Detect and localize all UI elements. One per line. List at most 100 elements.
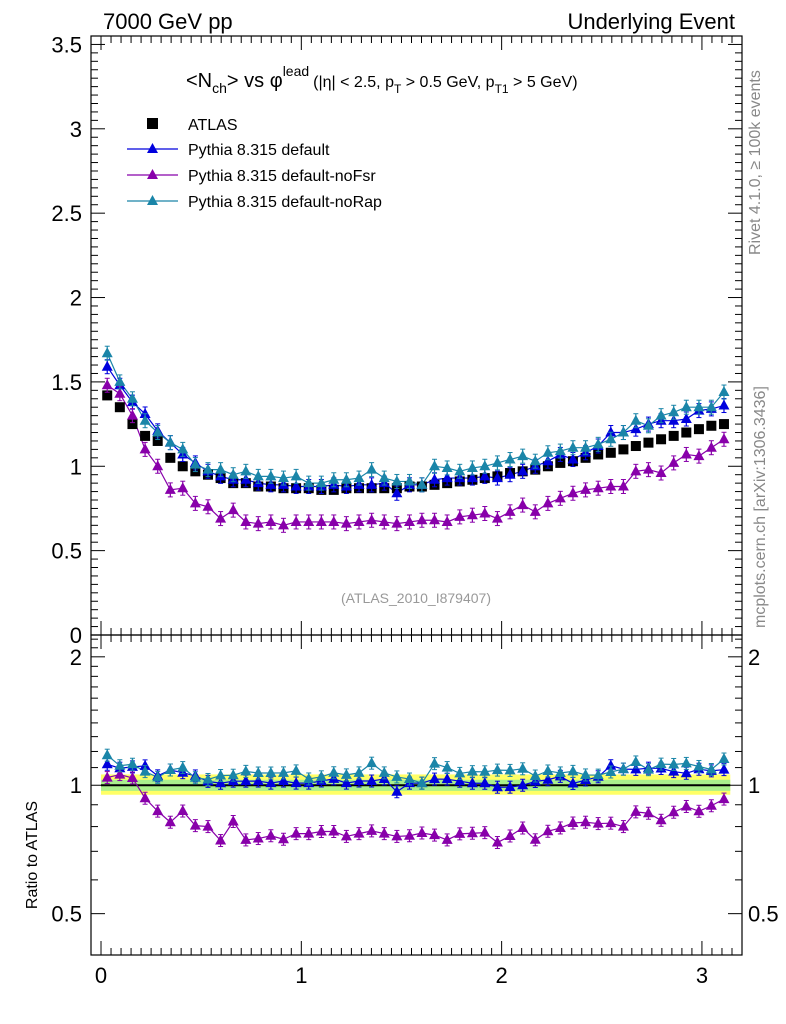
ratio-point-default — [479, 777, 491, 788]
ratio-point-noFsr — [592, 817, 604, 828]
ratio-point-noRap — [517, 762, 529, 773]
ratio-point-noRap — [403, 773, 415, 784]
point-noFsr — [441, 515, 453, 526]
point-noRap — [227, 468, 239, 479]
point-noRap — [605, 433, 617, 444]
point-noRap — [328, 473, 340, 484]
point-noFsr — [605, 480, 617, 491]
atlas-point — [165, 452, 176, 463]
atlas-point — [643, 437, 654, 448]
point-noFsr — [630, 465, 642, 476]
point-noRap — [366, 463, 378, 474]
legend: ATLAS Pythia 8.315 default Pythia 8.315 … — [127, 117, 382, 211]
ratio-point-default — [605, 759, 617, 770]
point-noRap — [429, 460, 441, 471]
y-tick-label: 0.5 — [51, 539, 82, 564]
ratio-y-tick-label-right: 2 — [748, 645, 760, 670]
point-noRap — [642, 419, 654, 430]
ratio-point-noFsr — [202, 820, 214, 831]
ratio-point-noFsr — [655, 814, 667, 825]
atlas-point — [177, 461, 188, 472]
point-noRap — [680, 401, 692, 412]
plot-title: <Nch> vs φlead(|η| < 2.5, pT > 0.5 GeV, … — [186, 63, 578, 96]
ratio-panel: 0.5 0.5 1 1 2 2 0 1 2 3 — [51, 634, 779, 988]
point-noRap — [542, 446, 554, 457]
ratio-point-noRap — [617, 763, 629, 774]
ratio-frame — [90, 634, 743, 956]
ratio-point-default — [680, 767, 692, 778]
ratio-point-default — [252, 775, 264, 786]
point-noFsr — [454, 510, 466, 521]
ratio-point-noRap — [580, 768, 592, 779]
point-noFsr — [303, 515, 315, 526]
ratio-data-layer — [101, 748, 731, 850]
point-noRap — [164, 436, 176, 447]
ratio-point-noFsr — [429, 829, 441, 840]
point-default — [441, 472, 453, 483]
y-tick-label: 1.5 — [51, 370, 82, 395]
point-default — [491, 472, 503, 483]
ratio-point-noFsr — [366, 824, 378, 835]
ratio-point-noRap — [152, 771, 164, 782]
point-noRap — [705, 401, 717, 412]
y-tick-label: 1 — [70, 454, 82, 479]
ratio-point-noRap — [718, 753, 730, 764]
point-noRap — [718, 386, 730, 397]
ratio-point-noFsr — [328, 825, 340, 836]
point-noRap — [340, 473, 352, 484]
point-noFsr — [542, 497, 554, 508]
point-noFsr — [680, 448, 692, 459]
ratio-point-noRap — [139, 765, 151, 776]
point-default — [517, 465, 529, 476]
ratio-y-tick-label-right: 1 — [748, 773, 760, 798]
ratio-point-default — [429, 773, 441, 784]
ratio-point-default — [277, 775, 289, 786]
ratio-point-noRap — [252, 767, 264, 778]
ratio-point-default — [391, 785, 403, 796]
point-noFsr — [328, 515, 340, 526]
ratio-point-noRap — [441, 761, 453, 772]
atlas-point — [630, 441, 641, 452]
legend-label-norap: Pythia 8.315 default-noRap — [188, 194, 382, 211]
point-noFsr — [277, 519, 289, 530]
atlas-point — [555, 457, 566, 468]
ratio-point-noFsr — [252, 832, 264, 843]
point-noFsr — [580, 483, 592, 494]
point-default — [567, 453, 579, 464]
ratio-ytick-labels: 0.5 0.5 1 1 2 2 — [51, 645, 778, 927]
point-noRap — [353, 472, 365, 483]
point-noFsr — [353, 515, 365, 526]
ratio-point-noRap — [164, 764, 176, 775]
legend-marker-norap — [147, 195, 158, 205]
point-noFsr — [139, 443, 151, 454]
ratio-point-noFsr — [114, 768, 126, 779]
atlas-point — [140, 430, 151, 441]
ratio-y-tick-label-right: 0.5 — [748, 902, 779, 927]
point-default — [466, 472, 478, 483]
ratio-point-noRap — [642, 763, 654, 774]
ratio-point-noFsr — [227, 815, 239, 826]
point-default — [504, 468, 516, 479]
ratio-point-noRap — [479, 765, 491, 776]
point-noRap — [479, 460, 491, 471]
ratio-point-noRap — [340, 768, 352, 779]
ratio-point-noFsr — [718, 793, 730, 804]
ratio-point-noRap — [366, 757, 378, 768]
ratio-point-noRap — [101, 749, 113, 760]
ratio-point-noRap — [177, 761, 189, 772]
ratio-point-noFsr — [340, 830, 352, 841]
point-noRap — [592, 438, 604, 449]
point-noRap — [126, 392, 138, 403]
ratio-point-noRap — [265, 767, 277, 778]
ratio-point-noFsr — [277, 833, 289, 844]
point-noFsr — [101, 379, 113, 390]
title-cut-b: > 0.5 GeV, p — [401, 74, 494, 91]
ratio-point-noRap — [240, 765, 252, 776]
ratio-point-noFsr — [680, 800, 692, 811]
ratio-point-default — [517, 779, 529, 790]
point-default — [391, 487, 403, 498]
ratio-point-default — [101, 758, 113, 769]
ratio-point-noRap — [315, 770, 327, 781]
ratio-point-noFsr — [567, 817, 579, 828]
